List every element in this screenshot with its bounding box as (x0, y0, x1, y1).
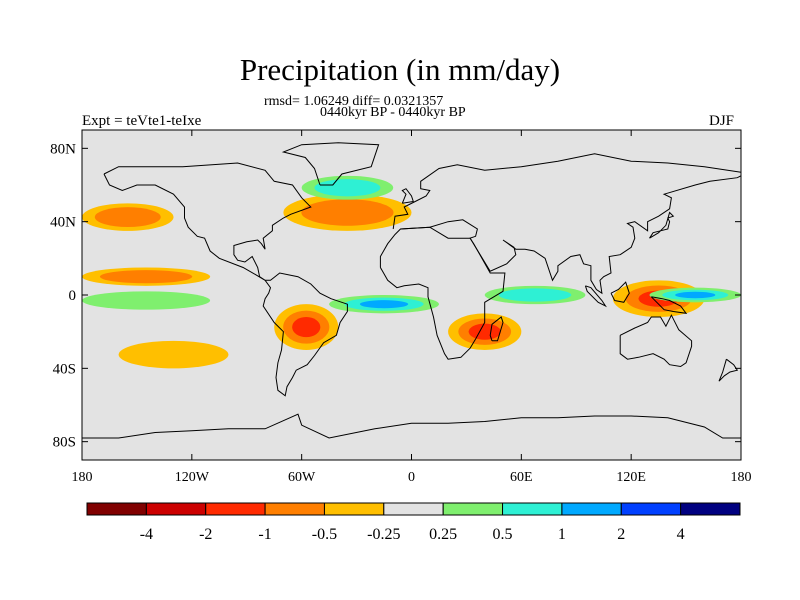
field-region-4-level-3 (468, 323, 501, 340)
colorbar-label: 4 (677, 526, 685, 543)
coastline-british-isles (401, 188, 414, 204)
axes: 180 120W 60W 0 60E 120E 180 80N 40N 0 40S 80S (50, 130, 752, 485)
colorbar-label: 0.25 (429, 526, 457, 543)
colorbar-swatch (205, 502, 266, 516)
colorbar-swatch (383, 502, 444, 516)
coastline-sumatra (584, 285, 607, 308)
experiment-label: Expt = teVte1-teIxe (82, 113, 202, 129)
colorbar-swatch (442, 502, 504, 516)
coastline-north-america (103, 162, 312, 281)
field-region-3-level-3 (292, 317, 321, 338)
field-region-8-level-2 (99, 270, 193, 284)
colorbar-label: -4 (140, 526, 153, 543)
y-tick-label: 40N (50, 215, 76, 231)
colorbar-label: -0.25 (367, 526, 400, 543)
colorbar-swatch (502, 502, 563, 516)
colorbar-swatch (264, 502, 325, 516)
field-region-6-level-2 (301, 199, 394, 226)
y-tick-label: 0 (69, 288, 77, 304)
colorbar-label: 0.5 (493, 526, 513, 543)
chart-title: Precipitation (in mm/day) (239, 52, 561, 87)
coastline-antarctica (82, 413, 741, 439)
period-subtitle: 0440kyr BP - 0440kyr BP (320, 105, 466, 120)
coastline-asia-south (400, 175, 741, 295)
coastline-europe-asia (392, 153, 741, 230)
x-tick-label: 60E (510, 470, 533, 485)
coastline-australia (619, 314, 693, 368)
colorbar-swatch (561, 502, 622, 516)
x-tick-label: 180 (72, 470, 93, 485)
x-tick-label: 120W (175, 470, 210, 485)
coastline-new-zealand (718, 358, 739, 382)
field-region-2-level-3 (359, 300, 409, 309)
field-region-7-level-2 (314, 179, 381, 197)
colorbar-label: -0.5 (312, 526, 337, 543)
x-tick-label: 60W (288, 470, 316, 485)
coastline-madagascar (489, 316, 504, 342)
stats-subtitle: rmsd= 1.06249 diff= 0.0321357 (264, 94, 444, 109)
colorbar-swatch (323, 502, 385, 516)
field-region-9-level-1 (82, 291, 211, 310)
field-region-1-level-3 (675, 291, 716, 299)
field-region-5-level-2 (498, 288, 572, 302)
y-tick-label: 40S (53, 361, 76, 377)
coastline-south-america (262, 272, 348, 397)
coastlines (82, 142, 741, 439)
x-tick-label: 180 (731, 470, 752, 485)
coastline-japan (649, 211, 675, 239)
colorbar-swatch (680, 502, 741, 516)
precip-anomaly-field (82, 175, 741, 369)
colorbar-label: -1 (258, 526, 271, 543)
colorbar-swatch (145, 502, 207, 516)
field-region-10-level-2 (94, 207, 161, 227)
y-tick-label: 80S (53, 435, 76, 451)
colorbar-swatch (86, 502, 147, 516)
colorbar-label: 2 (617, 526, 625, 543)
y-tick-label: 80N (50, 141, 76, 157)
colorbar-label: -2 (199, 526, 212, 543)
x-tick-label: 0 (408, 470, 415, 485)
coastline-greenland (281, 142, 380, 186)
colorbar-swatch (620, 502, 682, 516)
season-label: DJF (709, 113, 735, 129)
coastline-africa (379, 226, 506, 360)
x-tick-label: 120E (616, 470, 646, 485)
field-region-11-level-1 (118, 340, 229, 369)
coastline-borneo (610, 281, 630, 303)
colorbar-label: 1 (558, 526, 566, 543)
coastline-new-guinea (650, 296, 688, 314)
